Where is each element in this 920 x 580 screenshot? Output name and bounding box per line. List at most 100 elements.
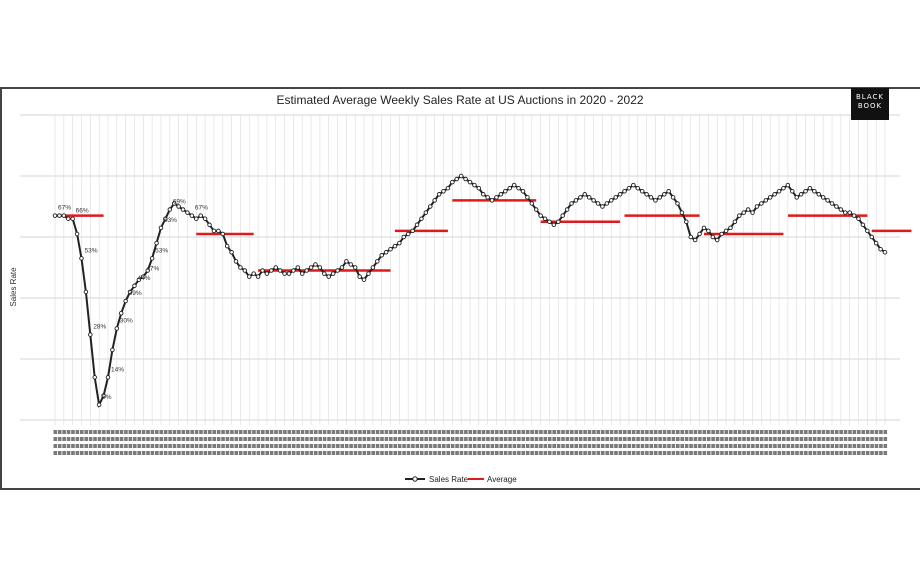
x-tick-label-mark <box>115 430 119 434</box>
x-tick-label-mark <box>883 430 888 434</box>
x-tick-label-mark <box>433 451 437 455</box>
x-tick-label-mark <box>839 451 843 455</box>
x-tick-label-mark <box>578 437 583 441</box>
x-tick-label-mark <box>759 437 764 441</box>
x-tick-label-mark <box>830 430 835 434</box>
x-tick-label-mark <box>711 451 715 455</box>
x-tick-label-mark <box>71 451 75 455</box>
x-tick-label-mark <box>839 430 843 434</box>
x-tick-label-mark <box>287 451 292 455</box>
x-tick-label-mark <box>203 451 208 455</box>
x-tick-label-mark <box>676 430 680 434</box>
x-tick-label-mark <box>508 444 512 448</box>
x-tick-label-mark <box>375 451 380 455</box>
x-tick-label-mark <box>631 437 636 441</box>
data-label: 69% <box>173 199 186 206</box>
x-tick-label-mark <box>552 437 556 441</box>
x-tick-label-mark <box>177 451 181 455</box>
x-tick-label-mark <box>132 430 137 434</box>
sales-rate-point <box>714 237 720 243</box>
data-label: 39% <box>129 290 142 297</box>
x-tick-label-mark <box>344 437 349 441</box>
x-tick-label-mark <box>106 451 111 455</box>
x-tick-label-mark <box>649 430 654 434</box>
sales-rate-point <box>781 185 786 191</box>
sales-rate-point <box>485 195 490 200</box>
x-tick-label-mark <box>472 437 477 441</box>
x-tick-label-mark <box>212 437 217 441</box>
x-tick-label-mark <box>256 451 261 455</box>
x-tick-label-mark <box>93 430 97 434</box>
x-tick-label-mark <box>53 430 58 434</box>
x-tick-label-mark <box>623 430 627 434</box>
x-tick-label-mark <box>234 437 239 441</box>
sales-rate-point <box>662 192 667 197</box>
x-tick-label-mark <box>525 451 530 455</box>
x-tick-label-mark <box>499 430 504 434</box>
x-tick-label-mark <box>790 430 795 434</box>
x-tick-label-mark <box>561 430 565 434</box>
x-tick-label-mark <box>843 437 848 441</box>
x-tick-label-mark <box>84 444 89 448</box>
x-tick-label-mark <box>331 437 336 441</box>
x-tick-label-mark <box>671 430 676 434</box>
x-tick-label-mark <box>437 437 442 441</box>
sales-rate-point <box>847 210 852 215</box>
x-tick-label-mark <box>450 430 455 434</box>
x-tick-label-mark <box>137 444 141 448</box>
x-tick-label-mark <box>618 451 623 455</box>
x-tick-label-mark <box>464 451 468 455</box>
x-tick-label-mark <box>676 451 680 455</box>
x-tick-label-mark <box>66 430 71 434</box>
sales-rate-point <box>759 201 764 206</box>
x-tick-label-mark <box>565 430 570 434</box>
sales-rate-point <box>189 213 195 218</box>
x-tick-label-mark <box>609 444 614 448</box>
x-tick-label-mark <box>238 430 243 434</box>
x-tick-label-mark <box>371 430 375 434</box>
x-tick-label-mark <box>525 437 530 441</box>
x-tick-label-mark <box>234 444 239 448</box>
x-tick-label-mark <box>269 444 274 448</box>
x-tick-label-mark <box>742 444 746 448</box>
x-tick-label-mark <box>309 444 314 448</box>
x-tick-label-mark <box>861 451 866 455</box>
x-tick-label-mark <box>552 444 556 448</box>
x-tick-label-mark <box>600 430 605 434</box>
x-tick-label-mark <box>137 451 141 455</box>
x-tick-label-mark <box>653 444 658 448</box>
x-tick-label-mark <box>269 451 274 455</box>
sales-rate-point <box>57 213 62 218</box>
x-tick-label-mark <box>238 437 243 441</box>
sales-rate-point <box>737 213 742 218</box>
x-tick-label-mark <box>256 444 261 448</box>
x-tick-label-mark <box>265 444 270 448</box>
x-tick-label-mark <box>826 437 830 441</box>
x-tick-label-mark <box>795 444 799 448</box>
x-tick-label-mark <box>812 437 817 441</box>
x-tick-label-mark <box>261 444 265 448</box>
sales-rate-point <box>88 332 93 337</box>
x-tick-label-mark <box>715 451 720 455</box>
x-tick-label-mark <box>362 444 367 448</box>
x-tick-label-mark <box>600 451 605 455</box>
x-tick-label-mark <box>309 437 314 441</box>
x-tick-label-mark <box>521 444 526 448</box>
x-tick-label-mark <box>658 451 662 455</box>
x-tick-label-mark <box>759 430 764 434</box>
x-tick-label-mark <box>415 437 420 441</box>
x-tick-label-mark <box>706 444 711 448</box>
sales-rate-point <box>114 326 120 331</box>
x-tick-label-mark <box>565 444 570 448</box>
x-tick-label-mark <box>344 444 349 448</box>
data-label: 53% <box>84 247 97 254</box>
x-tick-label-mark <box>693 451 698 455</box>
x-tick-label-mark <box>212 451 217 455</box>
x-tick-label-mark <box>852 444 857 448</box>
x-tick-label-mark <box>353 430 358 434</box>
x-tick-label-mark <box>172 451 177 455</box>
sales-rate-point <box>423 210 429 215</box>
x-tick-label-mark <box>636 437 640 441</box>
x-tick-label-mark <box>649 437 654 441</box>
x-tick-label-mark <box>102 437 106 441</box>
